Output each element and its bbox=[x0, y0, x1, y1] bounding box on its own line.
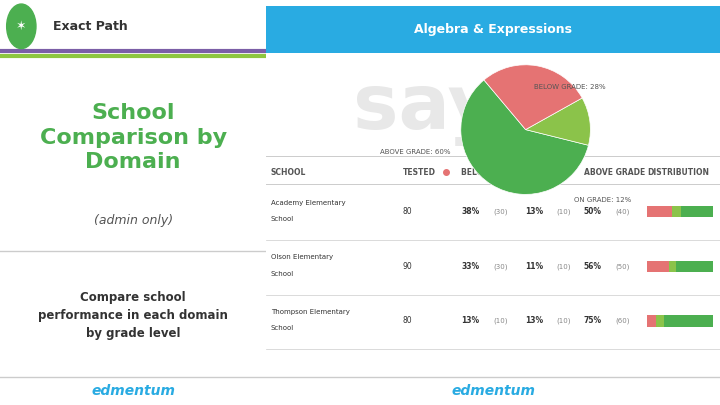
Text: Academy Elementary: Academy Elementary bbox=[271, 200, 346, 206]
FancyBboxPatch shape bbox=[676, 261, 714, 272]
Text: School: School bbox=[271, 216, 294, 222]
Text: (10): (10) bbox=[493, 318, 508, 324]
FancyBboxPatch shape bbox=[680, 206, 714, 217]
Text: ✶: ✶ bbox=[16, 20, 27, 33]
Text: edmentum: edmentum bbox=[451, 384, 535, 398]
Text: (10): (10) bbox=[557, 208, 571, 215]
Text: ON GRADE: ON GRADE bbox=[525, 168, 570, 177]
Text: Thompson Elementary: Thompson Elementary bbox=[271, 309, 350, 315]
Text: (40): (40) bbox=[616, 208, 630, 215]
Text: 13%: 13% bbox=[525, 207, 543, 216]
Text: School: School bbox=[271, 325, 294, 331]
Wedge shape bbox=[484, 65, 582, 130]
Text: 33%: 33% bbox=[462, 262, 480, 271]
Text: (admin only): (admin only) bbox=[94, 214, 173, 227]
Text: (30): (30) bbox=[493, 263, 508, 270]
Text: SCHOOL: SCHOOL bbox=[271, 168, 306, 177]
Text: 80: 80 bbox=[402, 316, 412, 326]
Text: BELOW GRADE: 28%: BELOW GRADE: 28% bbox=[534, 84, 606, 90]
Text: School: School bbox=[271, 271, 294, 277]
Text: (60): (60) bbox=[616, 318, 630, 324]
Text: DISTRIBUTION: DISTRIBUTION bbox=[647, 168, 709, 177]
Text: 11%: 11% bbox=[525, 262, 543, 271]
Text: ABOVE GRADE: 60%: ABOVE GRADE: 60% bbox=[380, 149, 450, 155]
FancyBboxPatch shape bbox=[669, 261, 676, 272]
Text: TESTED: TESTED bbox=[402, 168, 436, 177]
FancyBboxPatch shape bbox=[665, 315, 714, 326]
Wedge shape bbox=[461, 80, 588, 194]
Circle shape bbox=[6, 4, 36, 49]
FancyBboxPatch shape bbox=[672, 206, 680, 217]
FancyBboxPatch shape bbox=[647, 315, 656, 326]
Text: 90: 90 bbox=[402, 262, 413, 271]
Text: 50%: 50% bbox=[584, 207, 602, 216]
Text: Olson Elementary: Olson Elementary bbox=[271, 254, 333, 260]
Text: 75%: 75% bbox=[584, 316, 602, 326]
FancyBboxPatch shape bbox=[647, 206, 672, 217]
FancyBboxPatch shape bbox=[656, 315, 665, 326]
Text: ON GRADE: 12%: ON GRADE: 12% bbox=[575, 198, 631, 203]
Text: School
Comparison by
Domain: School Comparison by Domain bbox=[40, 103, 227, 173]
Text: Compare school
performance in each domain
by grade level: Compare school performance in each domai… bbox=[38, 292, 228, 340]
Text: 56%: 56% bbox=[584, 262, 602, 271]
Text: ABOVE GRADE: ABOVE GRADE bbox=[584, 168, 645, 177]
Text: BELOW GRADE: BELOW GRADE bbox=[462, 168, 524, 177]
Text: 38%: 38% bbox=[462, 207, 480, 216]
Text: 13%: 13% bbox=[525, 316, 543, 326]
Text: (10): (10) bbox=[557, 318, 571, 324]
Text: Algebra & Expressions: Algebra & Expressions bbox=[414, 23, 572, 36]
Text: 13%: 13% bbox=[462, 316, 480, 326]
Wedge shape bbox=[526, 98, 590, 145]
Text: 80: 80 bbox=[402, 207, 412, 216]
Text: edmentum: edmentum bbox=[91, 384, 175, 398]
Text: (10): (10) bbox=[557, 263, 571, 270]
Text: (30): (30) bbox=[493, 208, 508, 215]
FancyBboxPatch shape bbox=[266, 6, 720, 53]
Text: (50): (50) bbox=[616, 263, 630, 270]
Text: say: say bbox=[353, 72, 498, 146]
FancyBboxPatch shape bbox=[647, 261, 669, 272]
Text: Exact Path: Exact Path bbox=[53, 20, 128, 33]
